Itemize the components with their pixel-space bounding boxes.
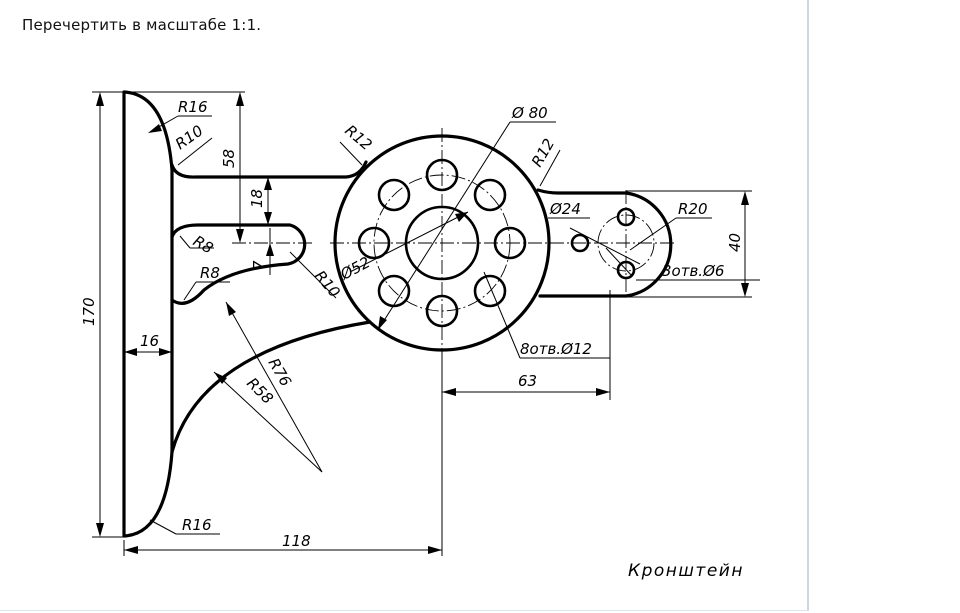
label-h7: 7 — [250, 260, 268, 270]
slot-arm — [170, 223, 307, 305]
label-d80: Ø 80 — [511, 104, 548, 122]
small-hole-circle — [597, 214, 655, 272]
part-outline — [122, 90, 673, 538]
center-lines — [232, 128, 676, 360]
label-r16-bottom: R16 — [182, 516, 212, 534]
bolt-hole-6 — [377, 274, 411, 308]
label-r58: R58 — [243, 374, 277, 408]
lower-curve — [170, 320, 372, 454]
label-h58: 58 — [220, 149, 238, 168]
label-r12-right: R12 — [528, 135, 558, 170]
label-w63: 63 — [518, 372, 537, 390]
label-r16-top: R16 — [178, 98, 208, 116]
bolt-hole-2 — [473, 178, 507, 212]
right-arm-end — [624, 191, 673, 298]
base-plate — [122, 90, 174, 538]
right-arm-top — [536, 188, 628, 195]
label-h170: 170 — [80, 297, 98, 326]
label-h40: 40 — [726, 233, 744, 252]
label-w16: 16 — [140, 332, 159, 350]
label-3holes: 3отв.Ø6 — [662, 262, 724, 280]
upper-arm — [170, 160, 368, 179]
content-frame — [0, 0, 809, 611]
label-r8-lower: R8 — [200, 264, 220, 282]
bolt-hole-8 — [377, 178, 411, 212]
bolt-hole-4 — [473, 274, 507, 308]
label-r10-top: R10 — [172, 122, 207, 154]
label-r20: R20 — [678, 200, 708, 218]
drawing-title: Кронштейн — [628, 561, 744, 581]
label-r8-upper: R8 — [190, 232, 216, 258]
label-r76: R76 — [265, 355, 295, 390]
label-h18: 18 — [248, 189, 266, 208]
label-w118: 118 — [282, 532, 311, 550]
label-8holes: 8отв.Ø12 — [520, 340, 592, 358]
dimension-labels: R16 R10 R12 Ø 80 R12 Ø24 R20 40 3отв.Ø6 … — [80, 98, 744, 550]
dimension-lines — [92, 91, 760, 556]
label-d24: Ø24 — [549, 200, 581, 218]
instruction-text: Перечертить в масштабе 1:1. — [22, 16, 262, 34]
